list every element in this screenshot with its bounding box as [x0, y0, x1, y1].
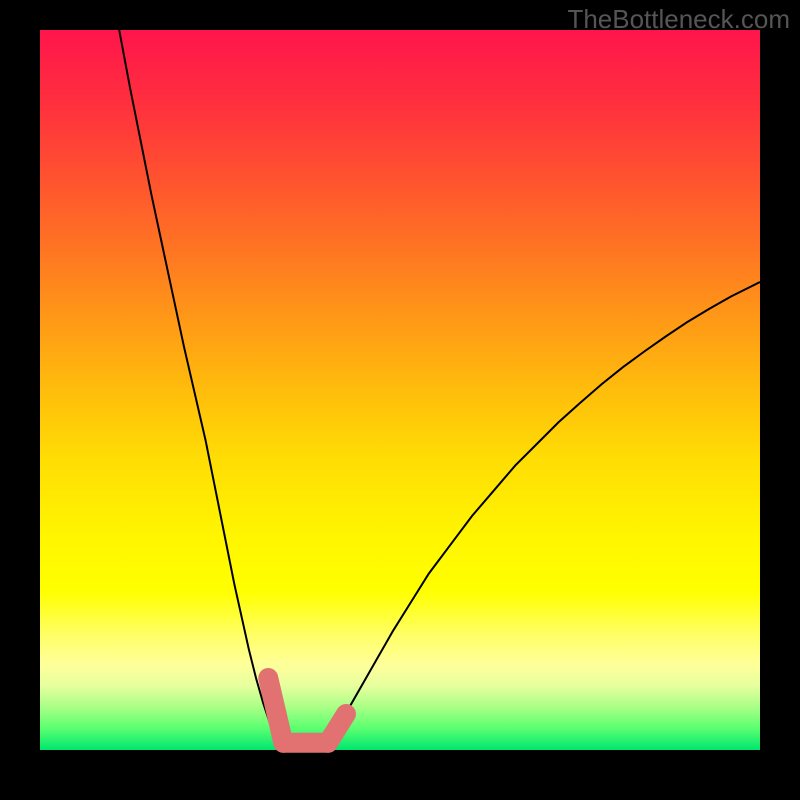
plot-background [40, 30, 760, 750]
watermark-text: TheBottleneck.com [567, 4, 790, 35]
chart-svg [0, 0, 800, 800]
chart-container: TheBottleneck.com [0, 0, 800, 800]
